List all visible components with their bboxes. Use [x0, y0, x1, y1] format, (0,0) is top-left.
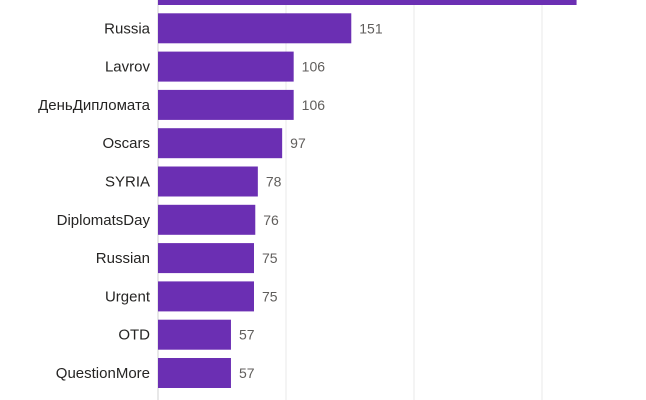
value-label: 75	[262, 288, 278, 304]
category-label: Lavrov	[105, 59, 151, 76]
category-label: ДеньДипломата	[38, 97, 151, 114]
category-label: Oscars	[102, 135, 150, 152]
value-label: 106	[302, 59, 326, 75]
category-label: OTD	[118, 327, 150, 344]
bar-Lavrov[interactable]	[158, 51, 294, 82]
bar-Russia[interactable]	[158, 13, 352, 44]
category-label: QuestionMore	[56, 365, 150, 382]
bar-Urgent[interactable]	[158, 281, 254, 312]
bar-top[interactable]	[158, 0, 577, 5]
bar-OTD[interactable]	[158, 319, 231, 350]
value-label: 57	[239, 365, 255, 381]
bar-SYRIA[interactable]	[158, 166, 258, 197]
value-label: 97	[290, 135, 306, 151]
category-label: SYRIA	[105, 174, 150, 191]
bar-DiplomatsDay[interactable]	[158, 204, 256, 235]
bar-QuestionMore[interactable]	[158, 358, 231, 388]
category-label: Russian	[96, 250, 150, 267]
bar-Russian[interactable]	[158, 243, 254, 274]
value-label: 75	[262, 250, 278, 266]
bar-ДеньДипломата[interactable]	[158, 89, 294, 120]
value-label: 78	[266, 174, 282, 190]
category-label: DiplomatsDay	[57, 212, 151, 229]
bar-Oscars[interactable]	[158, 128, 283, 159]
value-label: 106	[302, 97, 326, 113]
category-label: Russia	[104, 20, 151, 37]
value-label: 57	[239, 327, 255, 343]
value-label: 151	[359, 20, 383, 36]
category-label: Urgent	[105, 288, 151, 305]
value-label: 76	[263, 212, 279, 228]
